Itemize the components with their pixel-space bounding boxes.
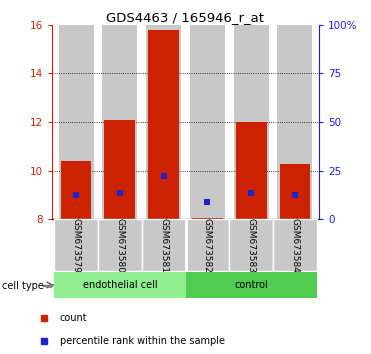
Bar — [146, 25, 181, 219]
Text: percentile rank within the sample: percentile rank within the sample — [60, 336, 225, 346]
Text: GSM673583: GSM673583 — [247, 218, 256, 273]
Bar — [102, 25, 137, 219]
Text: GSM673582: GSM673582 — [203, 218, 212, 273]
Text: endothelial cell: endothelial cell — [82, 280, 157, 290]
Text: GSM673581: GSM673581 — [159, 218, 168, 273]
Bar — [234, 25, 269, 219]
Bar — [142, 219, 186, 271]
Bar — [236, 122, 266, 219]
Bar — [59, 25, 93, 219]
Text: GSM673580: GSM673580 — [115, 218, 124, 273]
Bar — [229, 219, 273, 271]
Bar — [190, 25, 225, 219]
Bar — [280, 164, 310, 219]
Bar — [186, 272, 317, 298]
Bar — [148, 30, 179, 219]
Bar — [273, 219, 317, 271]
Bar — [98, 219, 142, 271]
Bar — [54, 272, 186, 298]
Bar — [61, 161, 91, 219]
Text: count: count — [60, 313, 88, 323]
Text: control: control — [234, 280, 268, 290]
Text: GSM673584: GSM673584 — [290, 218, 299, 273]
Bar — [54, 219, 98, 271]
Bar — [278, 25, 312, 219]
Text: cell type: cell type — [2, 281, 44, 291]
Bar — [105, 120, 135, 219]
Bar — [192, 218, 223, 219]
Bar — [186, 219, 229, 271]
Text: GSM673579: GSM673579 — [72, 218, 81, 273]
Title: GDS4463 / 165946_r_at: GDS4463 / 165946_r_at — [106, 11, 265, 24]
